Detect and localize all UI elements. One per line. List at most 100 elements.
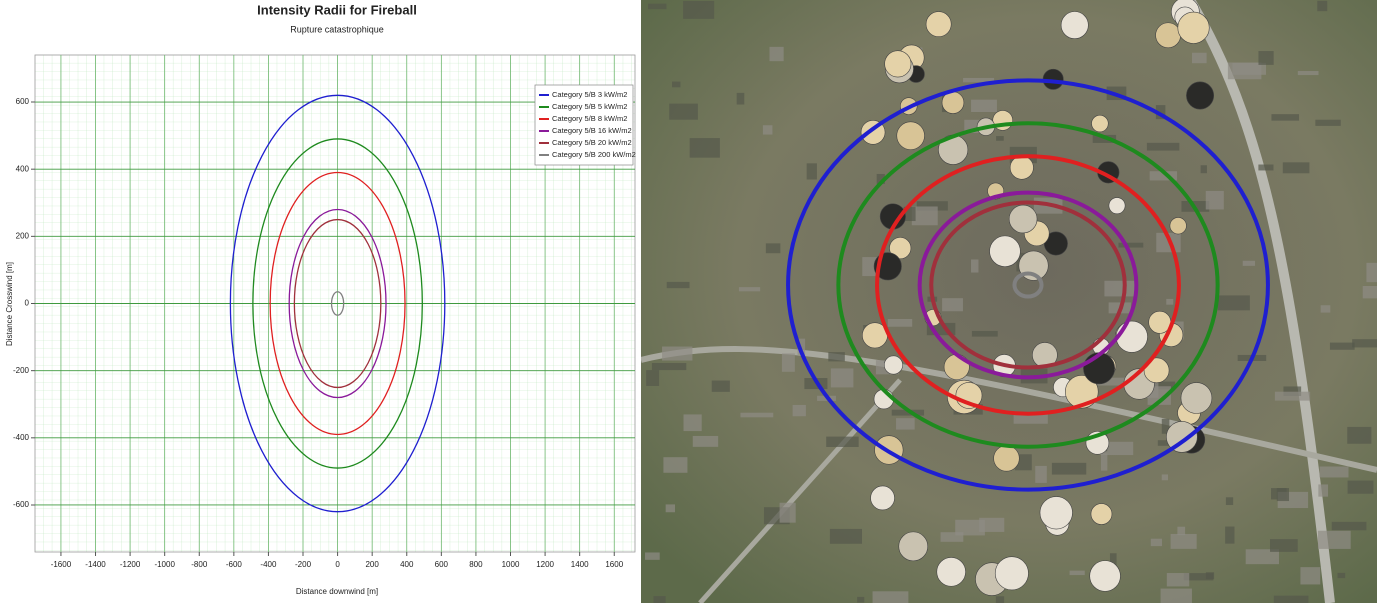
map-building bbox=[1160, 588, 1192, 603]
map-building bbox=[692, 435, 719, 447]
map-radius-circle bbox=[1012, 271, 1044, 299]
map-tank bbox=[1089, 560, 1121, 592]
road bbox=[698, 378, 902, 603]
map-building bbox=[891, 409, 925, 416]
map-building bbox=[1331, 521, 1367, 531]
map-building bbox=[762, 125, 773, 135]
map-tank bbox=[1169, 217, 1187, 235]
map-building bbox=[942, 298, 963, 312]
map-building bbox=[1205, 572, 1215, 580]
map-building bbox=[1245, 549, 1279, 565]
map-building bbox=[1146, 142, 1180, 151]
map-building bbox=[1347, 426, 1372, 444]
map-building bbox=[1276, 488, 1290, 502]
map-building bbox=[828, 352, 845, 362]
y-tick-label: 0 bbox=[25, 299, 30, 308]
map-building bbox=[1013, 413, 1048, 424]
map-tank bbox=[936, 557, 966, 587]
x-tick-label: 400 bbox=[400, 560, 414, 569]
map-building bbox=[995, 596, 1005, 603]
x-tick-label: 1000 bbox=[502, 560, 520, 569]
map-building bbox=[672, 81, 681, 88]
map-building bbox=[955, 519, 985, 536]
y-tick-label: 600 bbox=[16, 97, 30, 106]
map-building bbox=[738, 287, 761, 292]
map-building bbox=[1283, 386, 1302, 397]
map-tank bbox=[994, 556, 1029, 591]
x-tick-label: -1000 bbox=[154, 560, 175, 569]
map-tank bbox=[1091, 114, 1109, 133]
map-building bbox=[1069, 570, 1085, 576]
legend-label: Category 5/B 16 kW/m2 bbox=[552, 126, 632, 135]
map-building bbox=[1225, 497, 1234, 506]
map-building bbox=[1166, 298, 1174, 305]
map-building bbox=[1192, 52, 1207, 64]
x-tick-label: -1600 bbox=[51, 560, 72, 569]
map-building bbox=[862, 257, 878, 277]
x-tick-label: 800 bbox=[469, 560, 483, 569]
map-building bbox=[740, 412, 774, 418]
map-building bbox=[971, 99, 997, 113]
map-ground bbox=[641, 0, 1377, 603]
legend-label: Category 5/B 3 kW/m2 bbox=[552, 90, 627, 99]
map-building bbox=[826, 436, 859, 447]
map-building bbox=[1274, 391, 1311, 401]
map-building bbox=[1347, 480, 1374, 494]
legend-label: Category 5/B 200 kW/m2 bbox=[552, 150, 636, 159]
map-building bbox=[683, 0, 715, 19]
x-axis-label: Distance downwind [m] bbox=[296, 587, 378, 596]
map-building bbox=[1104, 280, 1135, 297]
y-tick-label: -400 bbox=[13, 433, 30, 442]
y-tick-label: -200 bbox=[13, 366, 30, 375]
map-building bbox=[669, 103, 698, 120]
legend-label: Category 5/B 8 kW/m2 bbox=[552, 114, 627, 123]
y-tick-label: 400 bbox=[16, 164, 30, 173]
road bbox=[1185, 0, 1335, 603]
map-tank bbox=[1180, 382, 1213, 414]
map-building bbox=[857, 596, 865, 603]
map-building bbox=[916, 201, 948, 211]
map-building bbox=[1242, 260, 1256, 266]
map-building bbox=[1144, 381, 1176, 390]
radius-circle bbox=[330, 291, 345, 316]
map-building bbox=[1258, 51, 1274, 65]
map-tank bbox=[1090, 503, 1113, 525]
map-radius-circle bbox=[929, 200, 1127, 370]
map-building bbox=[1352, 339, 1377, 348]
radius-circle bbox=[269, 171, 406, 436]
map-building bbox=[1315, 119, 1341, 126]
map-building bbox=[806, 163, 817, 180]
map-building bbox=[648, 3, 667, 10]
map-building bbox=[769, 46, 784, 62]
chart-subtitle: Rupture catastrophique bbox=[290, 24, 384, 34]
y-tick-label: 200 bbox=[16, 231, 30, 240]
map-tank bbox=[883, 355, 903, 375]
map-building bbox=[830, 368, 854, 388]
map-building bbox=[971, 330, 998, 337]
map-tank bbox=[1143, 357, 1170, 384]
map-building bbox=[646, 370, 660, 386]
map-building bbox=[1366, 262, 1377, 283]
map-building bbox=[1183, 573, 1214, 581]
map-building bbox=[645, 552, 660, 560]
map-building bbox=[1300, 567, 1321, 585]
map-building bbox=[1258, 164, 1274, 171]
map-tank bbox=[870, 485, 895, 511]
map-building bbox=[1035, 465, 1047, 483]
map-tank bbox=[925, 11, 952, 38]
map-building bbox=[792, 404, 806, 417]
x-tick-label: 200 bbox=[365, 560, 379, 569]
x-tick-label: -1400 bbox=[85, 560, 106, 569]
map-building bbox=[781, 353, 795, 372]
map-building bbox=[1270, 539, 1298, 552]
map-building bbox=[1161, 418, 1170, 434]
satellite-map bbox=[641, 0, 1377, 603]
x-tick-label: 1400 bbox=[571, 560, 589, 569]
map-building bbox=[887, 318, 913, 327]
x-tick-label: -400 bbox=[260, 560, 277, 569]
map-building bbox=[683, 414, 702, 432]
map-tank bbox=[884, 50, 912, 78]
map-building bbox=[971, 259, 979, 273]
map-tank bbox=[1155, 22, 1181, 49]
